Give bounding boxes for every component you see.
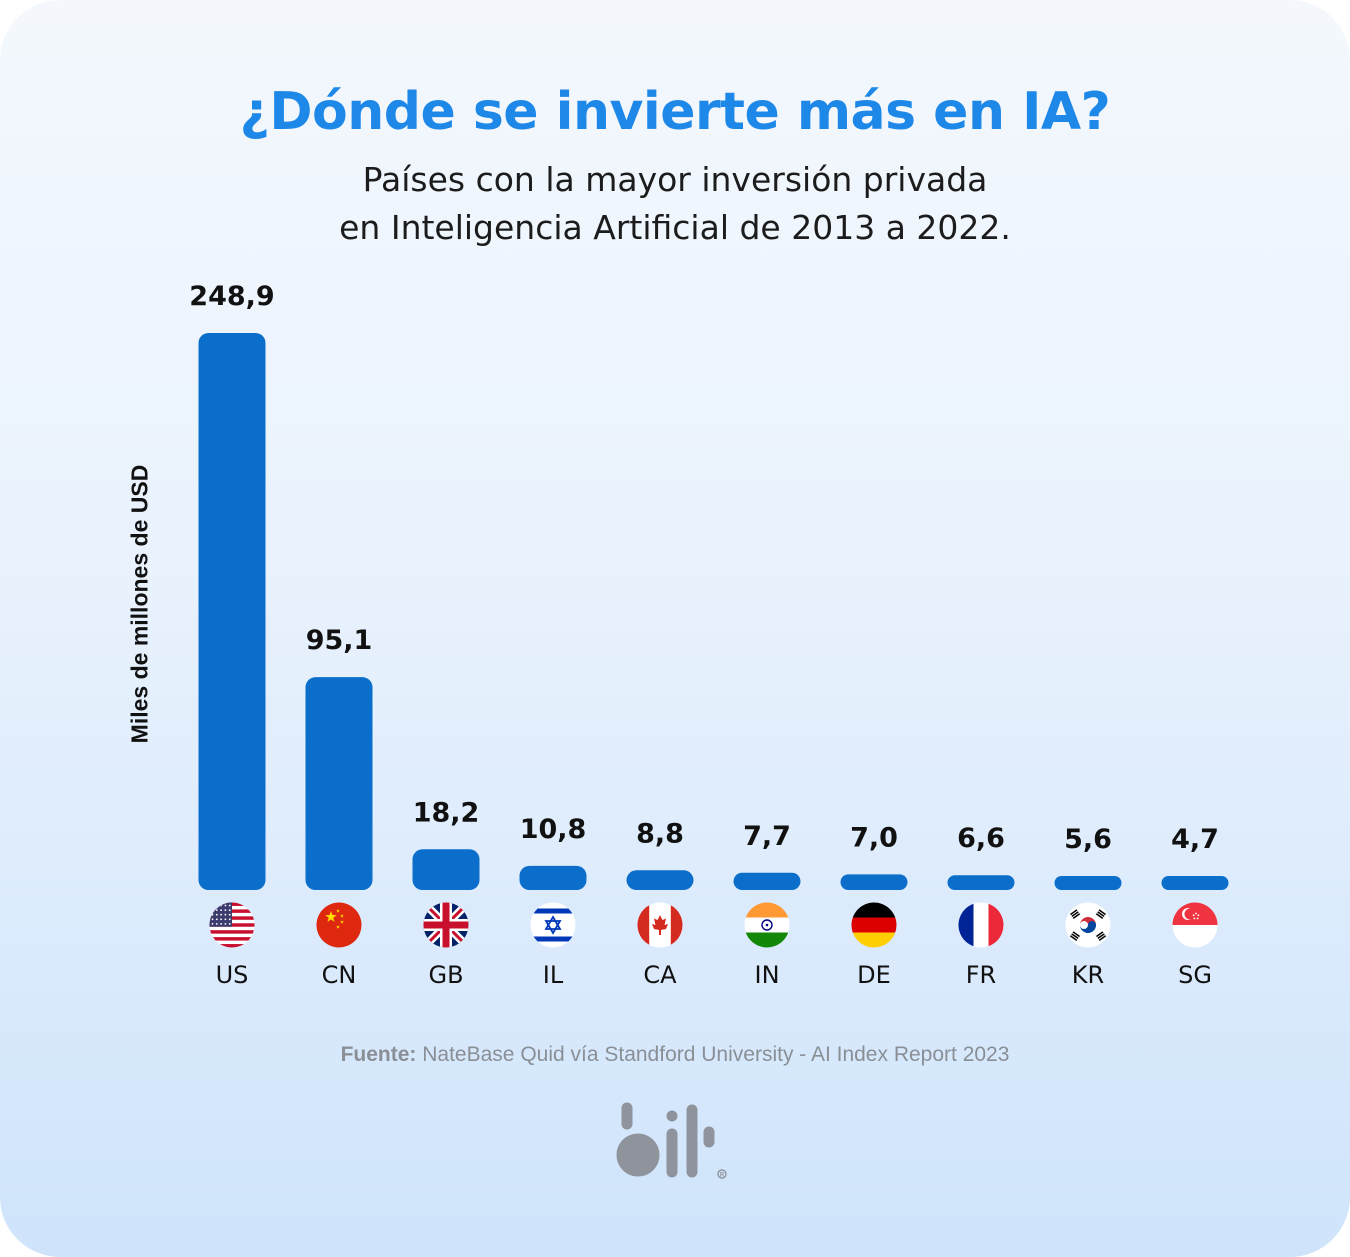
value-label-in: 7,7 bbox=[743, 821, 791, 852]
value-label-ca: 8,8 bbox=[636, 818, 684, 849]
logo-i-dot bbox=[666, 1110, 678, 1122]
category-label-fr: FR bbox=[966, 961, 996, 989]
value-label-gb: 18,2 bbox=[413, 797, 480, 828]
fr-flag-icon bbox=[958, 902, 1004, 948]
category-label-ca: CA bbox=[643, 961, 677, 989]
chart-subtitle-line2: en Inteligencia Artificial de 2013 a 202… bbox=[339, 208, 1011, 247]
sg-flag-icon bbox=[1172, 902, 1218, 948]
bar-il bbox=[519, 865, 587, 890]
value-label-fr: 6,6 bbox=[957, 823, 1005, 854]
source-text: NateBase Quid vía Standford University -… bbox=[416, 1043, 1010, 1066]
bit-logo-icon: R bbox=[616, 1102, 727, 1179]
de-flag-icon bbox=[851, 902, 897, 948]
bar-us bbox=[198, 333, 266, 890]
ca-flag-icon bbox=[637, 902, 683, 948]
category-label-in: IN bbox=[754, 961, 779, 989]
us-flag-icon bbox=[209, 902, 255, 948]
chart-subtitle-line1: Países con la mayor inversión privada bbox=[362, 160, 988, 199]
cn-flag-icon bbox=[316, 902, 362, 948]
value-label-il: 10,8 bbox=[520, 814, 587, 845]
category-label-kr: KR bbox=[1072, 961, 1104, 989]
value-label-cn: 95,1 bbox=[306, 625, 373, 656]
category-label-us: US bbox=[216, 961, 249, 989]
bar-de bbox=[840, 874, 908, 890]
gb-flag-icon bbox=[423, 902, 469, 948]
category-label-il: IL bbox=[543, 961, 564, 989]
bar-gb bbox=[412, 849, 480, 890]
chart-title: ¿Dónde se invierte más en IA? bbox=[239, 82, 1111, 142]
value-label-kr: 5,6 bbox=[1064, 824, 1112, 855]
in-flag-icon bbox=[744, 902, 790, 948]
source-label: Fuente: bbox=[340, 1043, 417, 1066]
bar-in bbox=[733, 872, 801, 890]
value-label-us: 248,9 bbox=[189, 281, 274, 312]
category-label-de: DE bbox=[857, 961, 891, 989]
registered-mark-letter: R bbox=[720, 1173, 725, 1179]
value-label-sg: 4,7 bbox=[1171, 824, 1219, 855]
logo-b-bowl bbox=[616, 1133, 660, 1177]
source-note: Fuente: NateBase Quid vía Standford Univ… bbox=[0, 1043, 1350, 1067]
category-label-cn: CN bbox=[322, 961, 357, 989]
bar-fr bbox=[947, 875, 1015, 890]
registered-mark-icon bbox=[717, 1169, 727, 1179]
value-label-de: 7,0 bbox=[850, 822, 898, 853]
kr-flag-icon bbox=[1065, 902, 1111, 948]
il-flag-icon bbox=[530, 902, 576, 948]
bar-ca bbox=[626, 870, 694, 890]
bar-cn bbox=[305, 677, 373, 890]
category-label-gb: GB bbox=[428, 961, 463, 989]
bar-kr bbox=[1054, 876, 1122, 890]
category-label-sg: SG bbox=[1178, 961, 1212, 989]
bar-sg bbox=[1161, 876, 1229, 890]
